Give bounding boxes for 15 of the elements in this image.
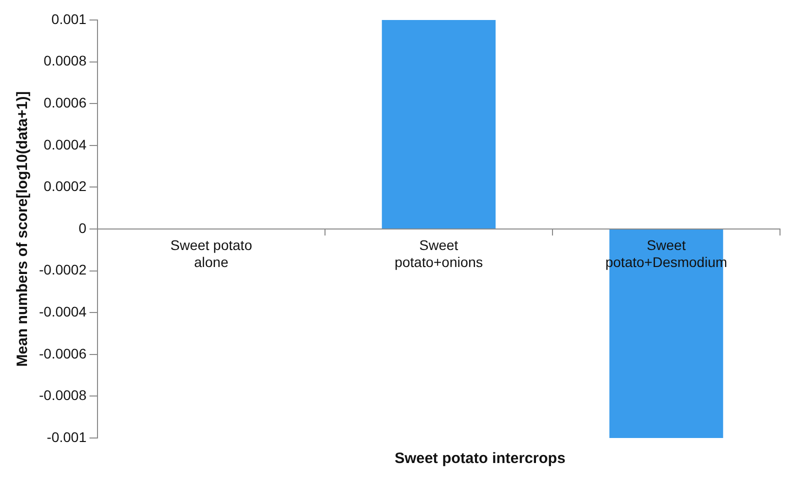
x-tick-label: Sweet potato alone	[170, 236, 252, 270]
y-tick-label: 0	[78, 220, 87, 236]
x-tick-label: Sweet potato+onions	[394, 236, 483, 270]
y-tick-label: -0.0006	[39, 345, 87, 362]
y-axis-title: Mean numbers of score[log10(data+1)]	[14, 91, 32, 367]
y-tick-label: -0.0004	[39, 303, 87, 320]
y-tick-label: 0.0002	[44, 178, 87, 194]
y-tick-label: 0.0004	[44, 136, 87, 152]
y-tick-label: -0.0008	[39, 387, 87, 404]
y-tick-label: 0.0006	[44, 94, 87, 110]
y-tick-label: 0.001	[51, 10, 87, 27]
y-tick-label: -0.0002	[39, 262, 87, 278]
x-axis-title: Sweet potato intercrops	[394, 450, 566, 467]
y-tick-label: 0.0008	[44, 52, 87, 69]
y-tick-label: -0.001	[46, 428, 87, 445]
